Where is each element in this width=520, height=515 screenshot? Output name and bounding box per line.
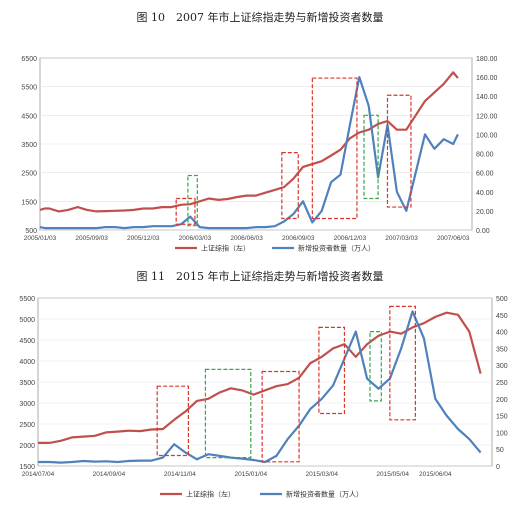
y-right-tick-label: 100.00 <box>476 132 498 139</box>
highlight-box <box>318 326 346 415</box>
highlight-box <box>311 77 358 220</box>
y-right-tick-label: 300 <box>496 363 508 370</box>
highlight-box <box>175 197 196 225</box>
x-tick-label: 2007/06/03 <box>437 235 470 242</box>
highlight-box <box>204 368 252 459</box>
x-tick-label: 2006/06/03 <box>230 235 263 242</box>
y-right-tick-label: 250 <box>496 380 508 387</box>
y-left-tick-label: 6500 <box>21 56 37 63</box>
y-left-tick-label: 4500 <box>21 113 37 120</box>
y-right-tick-label: 100 <box>496 430 508 437</box>
figure-10: 图 10 2007 年市上证综指走势与新增投资者数量 500 1500 2500 35… <box>21 11 498 253</box>
y-left-tick-label: 3500 <box>21 142 37 149</box>
figure-11: 图 11 2015 年市上证综指走势与新增投资者数量 1500 2000 2500 3… <box>0 258 520 515</box>
highlight-box <box>156 385 189 457</box>
x-tick-label: 2015/03/04 <box>305 471 338 478</box>
y-right-tick-label: 160.00 <box>476 75 498 82</box>
y-left-tick-label: 5000 <box>19 317 35 324</box>
legend-label: 新增投资者数量（万人） <box>298 244 375 253</box>
y-right-tick-label: 80.00 <box>476 152 494 159</box>
y-right-tick-label: 350 <box>496 346 508 353</box>
series-line-investors <box>39 75 459 230</box>
y-right-tick-label: 20.00 <box>476 209 494 216</box>
x-tick-label: 2014/11/04 <box>164 471 196 478</box>
y-right-tick-label: 400 <box>496 330 508 337</box>
y-right-tick-label: 50 <box>496 447 504 454</box>
x-tick-label: 2014/07/04 <box>22 471 55 478</box>
chart-figure-10: 500 1500 2500 3500 4500 5500 6500 0.00 20.00 40.0… <box>21 56 498 253</box>
y-right-tick-label: 0 <box>496 464 500 471</box>
y-left-tick-label: 2500 <box>21 171 37 178</box>
x-tick-label: 2005/12/03 <box>127 235 160 242</box>
figure-10-title: 图 10 2007 年市上证综指走势与新增投资者数量 <box>136 11 384 24</box>
x-tick-label: 2006/09/03 <box>282 235 315 242</box>
legend-label: 新增投资者数量（万人） <box>286 490 363 499</box>
y-right-tick-label: 200 <box>496 397 508 404</box>
series-line-index <box>39 71 459 213</box>
highlight-box <box>281 152 299 220</box>
highlight-box <box>386 94 412 208</box>
y-right-tick-label: 0.00 <box>476 228 490 235</box>
x-tick-label: 2014/09/04 <box>93 471 126 478</box>
y-right-tick-label: 120.00 <box>476 113 498 120</box>
highlight-box <box>261 370 300 463</box>
legend-label: 上证综指（左） <box>186 490 235 499</box>
y-left-tick-label: 4000 <box>19 359 35 366</box>
y-left-tick-label: 5500 <box>19 296 35 303</box>
highlight-box <box>389 305 416 421</box>
y-right-tick-label: 60.00 <box>476 171 494 178</box>
y-left-tick-label: 3500 <box>19 380 35 387</box>
y-right-tick-label: 180.00 <box>476 56 498 63</box>
figure-11-title: 图 11 2015 年市上证综指走势与新增投资者数量 <box>136 270 384 283</box>
y-right-tick-label: 40.00 <box>476 190 494 197</box>
x-tick-label: 2015/01/04 <box>235 471 268 478</box>
x-tick-label: 2015/05/04 <box>376 471 409 478</box>
y-left-tick-label: 5500 <box>21 85 37 92</box>
chart-figure-11: 1500 2000 2500 3000 3500 4000 4500 5000 5500 0 50 1… <box>19 296 508 499</box>
highlight-box <box>363 114 379 200</box>
y-left-tick-label: 4500 <box>19 338 35 345</box>
y-left-tick-label: 2000 <box>19 443 35 450</box>
y-left-tick-label: 500 <box>25 228 37 235</box>
y-right-tick-label: 500 <box>496 296 508 303</box>
y-right-tick-label: 150 <box>496 414 508 421</box>
y-left-tick-label: 3000 <box>19 401 35 408</box>
y-left-tick-label: 1500 <box>19 464 35 471</box>
x-tick-label: 2015/06/04 <box>419 471 452 478</box>
y-right-tick-label: 450 <box>496 313 508 320</box>
series-line-index <box>38 311 482 444</box>
y-left-tick-label: 1500 <box>21 199 37 206</box>
x-tick-label: 2007/03/03 <box>385 235 418 242</box>
x-tick-label: 2005/01/03 <box>24 235 57 242</box>
x-tick-label: 2006/03/03 <box>179 235 212 242</box>
legend-label: 上证综指（左） <box>201 244 250 253</box>
x-tick-label: 2005/09/03 <box>75 235 108 242</box>
x-tick-label: 2006/12/03 <box>334 235 367 242</box>
y-left-tick-label: 2500 <box>19 422 35 429</box>
y-right-tick-label: 140.00 <box>476 94 498 101</box>
highlight-box <box>369 330 382 402</box>
series-line-investors <box>38 310 482 464</box>
